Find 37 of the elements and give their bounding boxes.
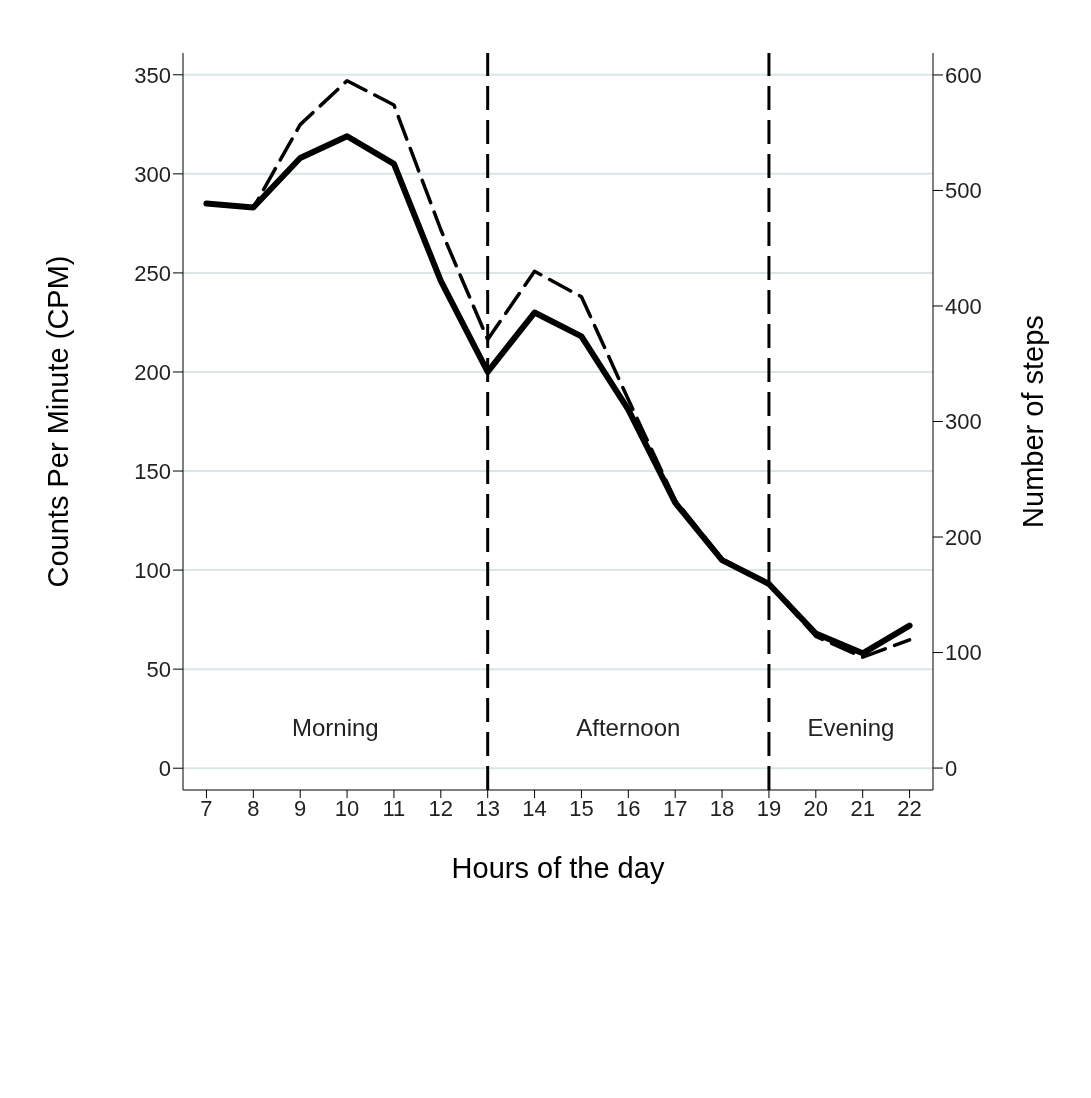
x-tick-label: 20 bbox=[803, 795, 829, 821]
y-tick-label: 250 bbox=[134, 260, 171, 286]
y2-tick-label: 200 bbox=[945, 524, 982, 550]
x-tick-label: 8 bbox=[247, 795, 260, 821]
x-tick-label: 9 bbox=[294, 795, 307, 821]
y2-tick-label: 100 bbox=[945, 640, 982, 666]
y2-tick-label: 400 bbox=[945, 293, 982, 319]
x-tick-label: 12 bbox=[428, 795, 454, 821]
y-tick-label: 350 bbox=[134, 62, 171, 88]
x-tick-label: 14 bbox=[522, 795, 547, 821]
y2-tick-label: 0 bbox=[945, 755, 958, 781]
y2-tick-label: 500 bbox=[945, 178, 982, 204]
y2-axis-title: Number of steps bbox=[1017, 315, 1050, 528]
y2-tick-label: 300 bbox=[945, 409, 982, 435]
y-tick-label: 0 bbox=[158, 756, 171, 782]
y-tick-label: 100 bbox=[134, 557, 171, 583]
x-tick-label: 13 bbox=[475, 795, 500, 821]
x-tick-label: 7 bbox=[200, 795, 213, 821]
annotation: Morning bbox=[291, 713, 379, 741]
x-tick-label: 11 bbox=[382, 795, 406, 821]
x-tick-label: 17 bbox=[662, 795, 688, 821]
x-tick-label: 22 bbox=[897, 795, 922, 821]
y2-tick-label: 600 bbox=[945, 62, 982, 88]
y-axis-title: Counts Per Minute (CPM) bbox=[42, 255, 75, 588]
y-tick-label: 150 bbox=[134, 458, 171, 484]
x-tick-label: 19 bbox=[756, 795, 782, 821]
x-tick-label: 15 bbox=[569, 795, 594, 821]
annotation: Evening bbox=[807, 713, 895, 741]
x-axis-title: Hours of the day bbox=[451, 852, 665, 884]
x-tick-label: 18 bbox=[709, 795, 735, 821]
x-tick-label: 21 bbox=[850, 795, 875, 821]
y-tick-label: 300 bbox=[134, 161, 171, 187]
x-tick-label: 16 bbox=[616, 795, 641, 821]
annotation: Afternoon bbox=[576, 713, 681, 741]
y-tick-label: 200 bbox=[134, 359, 171, 385]
y-tick-label: 50 bbox=[146, 656, 171, 682]
x-tick-label: 10 bbox=[334, 795, 360, 821]
